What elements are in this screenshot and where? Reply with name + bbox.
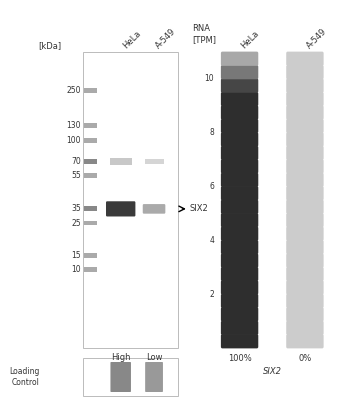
FancyBboxPatch shape (286, 294, 324, 308)
FancyBboxPatch shape (143, 204, 165, 214)
Text: 2: 2 (209, 290, 214, 299)
FancyBboxPatch shape (110, 362, 131, 392)
FancyBboxPatch shape (286, 334, 324, 348)
FancyBboxPatch shape (286, 321, 324, 335)
FancyBboxPatch shape (221, 173, 258, 187)
Text: 10: 10 (204, 74, 214, 84)
Text: 100%: 100% (228, 354, 252, 363)
FancyBboxPatch shape (286, 119, 324, 133)
FancyBboxPatch shape (221, 119, 258, 133)
Text: 35: 35 (71, 204, 81, 213)
FancyBboxPatch shape (83, 268, 97, 272)
FancyBboxPatch shape (221, 92, 258, 106)
Text: 70: 70 (71, 157, 81, 166)
FancyBboxPatch shape (286, 226, 324, 241)
FancyBboxPatch shape (221, 213, 258, 227)
FancyBboxPatch shape (286, 186, 324, 200)
FancyBboxPatch shape (221, 52, 258, 66)
Text: HeLa: HeLa (121, 28, 142, 50)
FancyBboxPatch shape (221, 267, 258, 281)
Text: 25: 25 (71, 218, 81, 228)
Text: A-549: A-549 (305, 26, 329, 50)
FancyBboxPatch shape (221, 132, 258, 146)
FancyBboxPatch shape (83, 123, 97, 128)
FancyBboxPatch shape (286, 213, 324, 227)
Text: 10: 10 (71, 265, 81, 274)
FancyBboxPatch shape (145, 362, 163, 392)
Text: SIX2: SIX2 (189, 204, 208, 213)
FancyBboxPatch shape (286, 200, 324, 214)
Text: 6: 6 (209, 182, 214, 191)
FancyBboxPatch shape (221, 240, 258, 254)
FancyBboxPatch shape (286, 65, 324, 79)
FancyBboxPatch shape (286, 78, 324, 93)
FancyBboxPatch shape (83, 253, 97, 258)
FancyBboxPatch shape (286, 146, 324, 160)
FancyBboxPatch shape (221, 106, 258, 120)
Text: 4: 4 (209, 236, 214, 245)
FancyBboxPatch shape (221, 254, 258, 268)
Text: HeLa: HeLa (240, 28, 261, 50)
Text: 130: 130 (66, 121, 81, 130)
Text: Loading
Control: Loading Control (9, 367, 40, 387)
FancyBboxPatch shape (221, 334, 258, 348)
FancyBboxPatch shape (286, 106, 324, 120)
Text: A-549: A-549 (154, 26, 178, 50)
FancyBboxPatch shape (221, 65, 258, 79)
FancyBboxPatch shape (286, 173, 324, 187)
Text: 250: 250 (66, 86, 81, 95)
FancyBboxPatch shape (221, 307, 258, 322)
Text: 0%: 0% (298, 354, 311, 363)
Text: 8: 8 (209, 128, 214, 137)
Text: RNA
[TPM]: RNA [TPM] (192, 24, 216, 44)
FancyBboxPatch shape (286, 254, 324, 268)
FancyBboxPatch shape (221, 294, 258, 308)
FancyBboxPatch shape (221, 159, 258, 174)
FancyBboxPatch shape (286, 52, 324, 66)
FancyBboxPatch shape (83, 206, 97, 211)
FancyBboxPatch shape (221, 280, 258, 294)
Text: SIX2: SIX2 (263, 367, 282, 376)
FancyBboxPatch shape (221, 186, 258, 200)
FancyBboxPatch shape (83, 52, 178, 348)
FancyBboxPatch shape (286, 267, 324, 281)
FancyBboxPatch shape (286, 280, 324, 294)
FancyBboxPatch shape (286, 92, 324, 106)
FancyBboxPatch shape (110, 158, 132, 165)
FancyBboxPatch shape (286, 159, 324, 174)
FancyBboxPatch shape (83, 221, 97, 226)
FancyBboxPatch shape (286, 307, 324, 322)
FancyBboxPatch shape (83, 173, 97, 178)
FancyBboxPatch shape (286, 132, 324, 146)
Text: 100: 100 (66, 136, 81, 145)
FancyBboxPatch shape (221, 200, 258, 214)
FancyBboxPatch shape (106, 201, 135, 216)
FancyBboxPatch shape (83, 159, 97, 164)
Text: 55: 55 (71, 171, 81, 180)
Text: High: High (111, 353, 130, 362)
FancyBboxPatch shape (144, 159, 164, 164)
Text: 15: 15 (71, 251, 81, 260)
FancyBboxPatch shape (83, 138, 97, 143)
Text: [kDa]: [kDa] (38, 41, 61, 50)
FancyBboxPatch shape (286, 240, 324, 254)
FancyBboxPatch shape (221, 321, 258, 335)
FancyBboxPatch shape (221, 146, 258, 160)
FancyBboxPatch shape (221, 226, 258, 241)
FancyBboxPatch shape (221, 78, 258, 93)
FancyBboxPatch shape (83, 358, 178, 396)
FancyBboxPatch shape (83, 88, 97, 93)
Text: Low: Low (146, 353, 162, 362)
